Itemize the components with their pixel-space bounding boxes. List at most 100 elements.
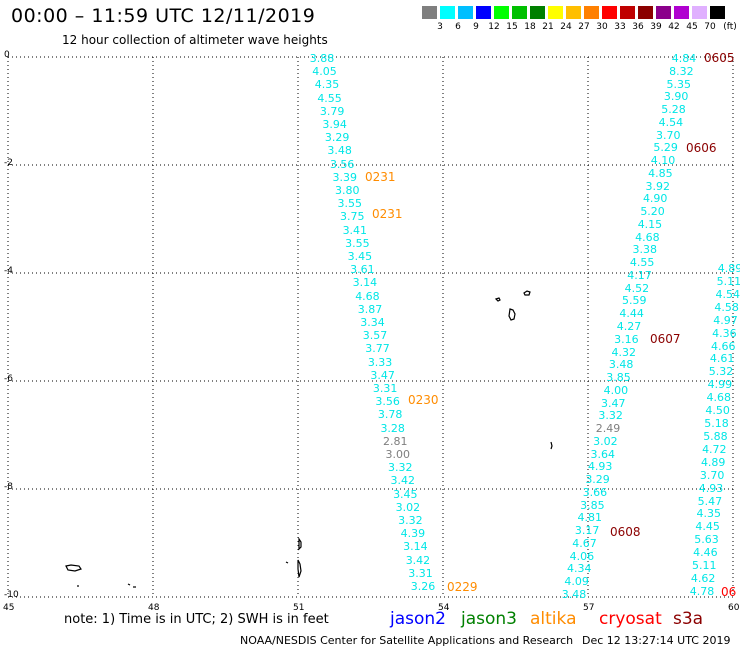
swh-value: 5.32 <box>708 365 734 379</box>
lat-tick-label: -2 <box>4 158 13 168</box>
swh-value: 4.39 <box>400 527 426 541</box>
lon-tick-label: 51 <box>293 603 305 613</box>
swh-value: 4.32 <box>611 345 637 359</box>
swh-value: 4.50 <box>705 404 730 418</box>
swh-value: 4.72 <box>702 442 727 456</box>
swh-value: 3.55 <box>345 236 370 250</box>
scale-swatch <box>422 6 437 19</box>
scale-label: 36 <box>632 22 644 32</box>
swh-value: 3.87 <box>357 302 383 316</box>
island-outline <box>494 297 501 302</box>
swh-value: 5.59 <box>621 294 647 308</box>
scale-swatch <box>494 6 509 19</box>
swh-value: 4.36 <box>712 326 737 340</box>
swh-value: 4.61 <box>709 352 735 366</box>
swh-value: 5.11 <box>716 274 740 288</box>
swh-value: 5.63 <box>694 533 719 547</box>
scale-label: 24 <box>560 22 572 32</box>
swh-value: 3.55 <box>337 197 363 211</box>
scale-swatch <box>656 6 671 19</box>
units-note: note: 1) Time is in UTC; 2) SWH is in fe… <box>64 612 329 627</box>
scale-label: 9 <box>473 22 479 32</box>
lat-tick-label: -8 <box>4 482 13 492</box>
generated-time: Dec 12 13:27:14 UTC 2019 <box>582 634 731 647</box>
swh-value: 3.31 <box>372 382 398 395</box>
scale-label: 21 <box>542 22 554 32</box>
swh-value: 3.02 <box>395 500 421 514</box>
swh-value: 4.78 <box>689 585 715 598</box>
island-outline <box>297 559 302 578</box>
scale-swatch <box>674 6 689 19</box>
swh-value: 2.81 <box>382 434 408 448</box>
swh-value: 4.55 <box>629 256 655 270</box>
pass-time-label: 0607 <box>650 332 681 346</box>
swh-value: 3.39 <box>332 170 357 184</box>
swh-value: 4.67 <box>572 536 597 550</box>
scale-label: 42 <box>668 22 680 32</box>
pass-time-label: 0229 <box>447 580 478 594</box>
swh-value: 4.84 <box>671 52 697 65</box>
coastlines <box>65 290 553 588</box>
scale-label: 3 <box>437 22 443 32</box>
swh-value: 3.56 <box>329 157 355 171</box>
swh-value: 3.80 <box>335 184 360 197</box>
swh-value: 4.58 <box>714 300 739 314</box>
scale-swatch <box>692 6 707 19</box>
scale-swatch <box>476 6 491 19</box>
lat-tick-label: 0 <box>4 50 10 60</box>
lat-tick-label: -6 <box>4 374 13 384</box>
lat-lon-grid <box>7 56 734 598</box>
swh-value: 4.44 <box>619 307 644 321</box>
island-outline <box>508 308 516 321</box>
swh-value: 3.28 <box>380 421 405 435</box>
scale-label: 15 <box>506 22 518 32</box>
scale-label: 12 <box>488 22 500 32</box>
lon-tick-label: 60 <box>728 603 740 613</box>
swh-value: 3.79 <box>319 104 345 118</box>
swh-value: 3.47 <box>370 368 395 382</box>
swh-value: 3.45 <box>393 487 418 501</box>
swh-value: 3.88 <box>309 52 335 65</box>
swh-value: 3.78 <box>377 408 403 422</box>
scale-swatch <box>530 6 545 19</box>
pass-time-label: 0608 <box>610 525 641 539</box>
swh-value: 3.26 <box>410 580 436 593</box>
swh-value: 3.47 <box>601 396 626 410</box>
swh-value: 3.70 <box>656 128 681 142</box>
swh-value: 3.14 <box>352 276 378 290</box>
swh-value: 4.68 <box>355 289 380 303</box>
swh-value: 3.14 <box>403 540 428 554</box>
swh-value: 4.93 <box>698 481 724 495</box>
swh-value: 4.68 <box>635 230 660 244</box>
swh-value: 3.41 <box>342 223 368 237</box>
scale-unit: (ft) <box>723 22 737 32</box>
lon-tick-label: 45 <box>3 603 15 613</box>
swh-value: 4.34 <box>566 562 592 576</box>
scale-swatch <box>548 6 563 19</box>
map-subtitle: 12 hour collection of altimeter wave hei… <box>62 33 328 47</box>
swh-value: 4.35 <box>696 507 721 521</box>
swh-value: 3.90 <box>663 90 689 104</box>
swh-value: 5.88 <box>703 429 728 443</box>
swh-value: 5.47 <box>697 494 723 508</box>
swh-value: 3.32 <box>388 461 413 475</box>
swh-value: 3.48 <box>327 144 352 158</box>
swh-value: 4.27 <box>616 320 642 333</box>
scale-label: 6 <box>455 22 461 32</box>
island-outline <box>298 537 302 551</box>
swh-value: 4.89 <box>717 262 740 275</box>
island-outline <box>65 564 82 572</box>
credit-line: NOAA/NESDIS Center for Satellite Applica… <box>240 634 574 647</box>
legend-jason3: jason3 <box>461 609 517 629</box>
legend-altika: altika <box>530 609 577 629</box>
swh-value: 3.61 <box>350 263 375 277</box>
swh-value: 4.35 <box>314 78 340 92</box>
scale-label: 27 <box>578 22 590 32</box>
swh-value: 3.16 <box>614 332 639 346</box>
swh-value: 4.89 <box>700 455 726 469</box>
swh-value: 8.32 <box>669 64 694 78</box>
scale-swatch <box>584 6 599 19</box>
lon-tick-label: 48 <box>148 603 160 613</box>
swh-value: 3.29 <box>585 473 610 487</box>
scale-swatch <box>620 6 635 19</box>
